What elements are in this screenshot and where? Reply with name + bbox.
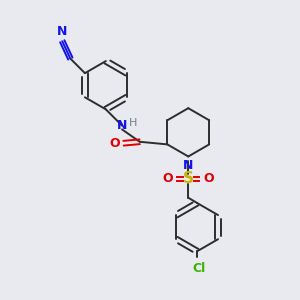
Text: S: S [183, 171, 194, 186]
Text: O: O [162, 172, 173, 185]
Text: N: N [57, 25, 68, 38]
Text: Cl: Cl [192, 262, 205, 275]
Text: N: N [183, 159, 194, 172]
Text: H: H [128, 118, 137, 128]
Text: N: N [117, 119, 127, 132]
Text: O: O [109, 137, 120, 150]
Text: O: O [204, 172, 214, 185]
